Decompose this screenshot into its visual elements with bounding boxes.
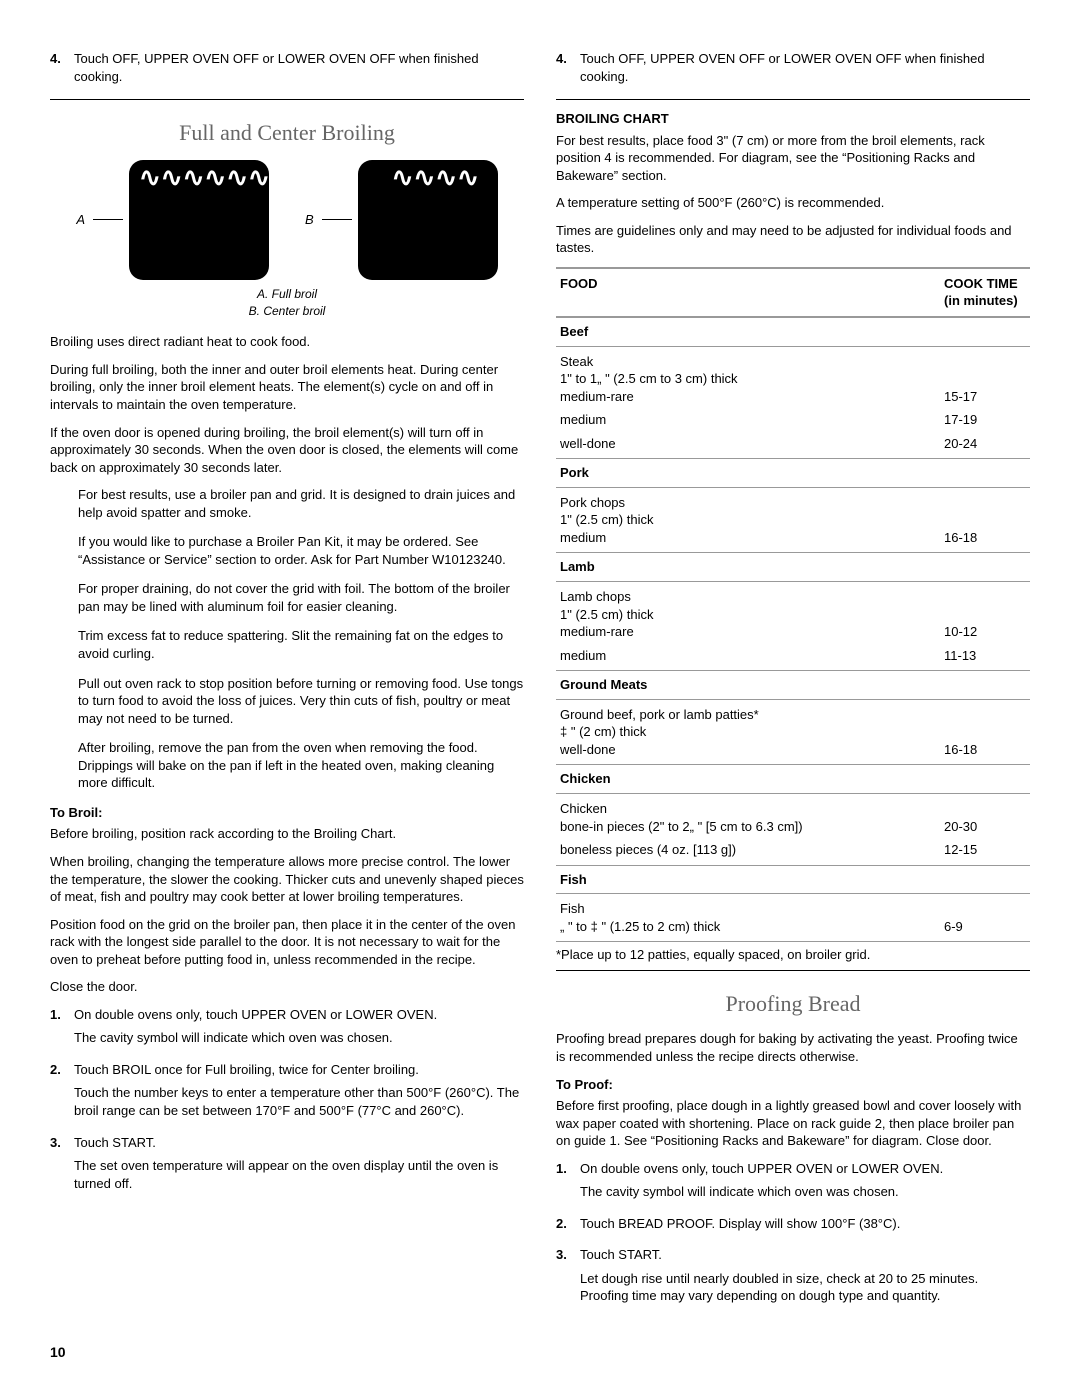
table-category: Fish	[556, 865, 1030, 894]
broil-diagram: A ∿∿∿∿∿∿∿ B ∿∿∿∿	[50, 160, 524, 280]
right-column: 4. Touch OFF, UPPER OVEN OFF or LOWER OV…	[556, 50, 1030, 1319]
divider	[50, 99, 524, 100]
table-cell-food: medium	[556, 647, 940, 671]
left-column: 4. Touch OFF, UPPER OVEN OFF or LOWER OV…	[50, 50, 524, 1319]
para: Close the door.	[50, 978, 524, 996]
para: Position food on the grid on the broiler…	[50, 916, 524, 969]
step-num: 1.	[556, 1160, 580, 1207]
divider	[556, 99, 1030, 100]
para: Before broiling, position rack according…	[50, 825, 524, 843]
step-text: The set oven temperature will appear on …	[74, 1157, 524, 1192]
tip-para: For proper draining, do not cover the gr…	[78, 580, 524, 615]
table-cell-time: 16-18	[940, 699, 1030, 765]
broiling-title: Full and Center Broiling	[50, 118, 524, 148]
table-cell-food: Steak1" to 1„ " (2.5 cm to 3 cm) thickme…	[556, 346, 940, 411]
table-category: Pork	[556, 459, 1030, 488]
table-cell-time: 20-24	[940, 435, 1030, 459]
proofing-title: Proofing Bread	[556, 989, 1030, 1019]
step-text: The cavity symbol will indicate which ov…	[74, 1029, 524, 1047]
table-cell-time: 6-9	[940, 894, 1030, 942]
broiling-chart-head: BROILING CHART	[556, 110, 1030, 128]
para: If the oven door is opened during broili…	[50, 424, 524, 477]
step-text: The cavity symbol will indicate which ov…	[580, 1183, 1030, 1201]
to-broil-head: To Broil:	[50, 804, 524, 822]
table-cell-food: boneless pieces (4 oz. [113 g])	[556, 841, 940, 865]
step-num: 4.	[50, 50, 74, 91]
tip-para: If you would like to purchase a Broiler …	[78, 533, 524, 568]
para: A temperature setting of 500°F (260°C) i…	[556, 194, 1030, 212]
step-num: 3.	[50, 1134, 74, 1199]
diagram-label-a: A	[76, 211, 85, 229]
table-cell-time: 16-18	[940, 487, 1030, 553]
para: Times are guidelines only and may need t…	[556, 222, 1030, 257]
tips-block: For best results, use a broiler pan and …	[50, 486, 524, 792]
step-item: 3.Touch START. Let dough rise until nearl…	[556, 1246, 1030, 1311]
th-food: FOOD	[556, 268, 940, 317]
table-category: Chicken	[556, 765, 1030, 794]
table-category: Lamb	[556, 553, 1030, 582]
table-cell-time: 17-19	[940, 411, 1030, 435]
table-cell-time: 20-30	[940, 793, 1030, 841]
para: During full broiling, both the inner and…	[50, 361, 524, 414]
right-top-step: 4. Touch OFF, UPPER OVEN OFF or LOWER OV…	[556, 50, 1030, 91]
step-item: 2.Touch BROIL once for Full broiling, tw…	[50, 1061, 524, 1126]
step-item: 3.Touch START. The set oven temperature w…	[50, 1134, 524, 1199]
step-text: Let dough rise until nearly doubled in s…	[580, 1270, 1030, 1305]
th-time: COOK TIME(in minutes)	[940, 268, 1030, 317]
step-num: 4.	[556, 50, 580, 91]
leader-line	[93, 219, 123, 220]
tip-para: After broiling, remove the pan from the …	[78, 739, 524, 792]
table-cell-time: 10-12	[940, 582, 1030, 647]
table-cell-time: 15-17	[940, 346, 1030, 411]
tip-para: For best results, use a broiler pan and …	[78, 486, 524, 521]
tip-para: Pull out oven rack to stop position befo…	[78, 675, 524, 728]
leader-line	[322, 219, 352, 220]
step-text: Touch START.	[74, 1134, 524, 1152]
step-text: Touch OFF, UPPER OVEN OFF or LOWER OVEN …	[580, 50, 1030, 85]
table-cell-time: 12-15	[940, 841, 1030, 865]
table-cell-time: 11-13	[940, 647, 1030, 671]
step-num: 1.	[50, 1006, 74, 1053]
para: Broiling uses direct radiant heat to coo…	[50, 333, 524, 351]
step-text: Touch BROIL once for Full broiling, twic…	[74, 1061, 524, 1079]
left-top-step: 4. Touch OFF, UPPER OVEN OFF or LOWER OV…	[50, 50, 524, 91]
table-cell-food: medium	[556, 411, 940, 435]
para: Before first proofing, place dough in a …	[556, 1097, 1030, 1150]
center-broil-icon: ∿∿∿∿	[358, 160, 498, 280]
page-number: 10	[50, 1343, 1030, 1362]
table-cell-food: Chickenbone-in pieces (2" to 2„ " [5 cm …	[556, 793, 940, 841]
step-item: 1.On double ovens only, touch UPPER OVEN…	[50, 1006, 524, 1053]
diagram-label-b: B	[305, 211, 314, 229]
table-category: Ground Meats	[556, 671, 1030, 700]
to-proof-head: To Proof:	[556, 1076, 1030, 1094]
table-cell-food: well-done	[556, 435, 940, 459]
full-broil-icon: ∿∿∿∿∿∿∿	[129, 160, 269, 280]
para: For best results, place food 3" (7 cm) o…	[556, 132, 1030, 185]
step-text: On double ovens only, touch UPPER OVEN o…	[74, 1006, 524, 1024]
para: Proofing bread prepares dough for baking…	[556, 1030, 1030, 1065]
to-broil-steps: 1.On double ovens only, touch UPPER OVEN…	[50, 1006, 524, 1198]
step-num: 2.	[556, 1215, 580, 1239]
table-cell-food: Fish„ " to ‡ " (1.25 to 2 cm) thick	[556, 894, 940, 942]
table-category: Beef	[556, 317, 1030, 346]
step-num: 2.	[50, 1061, 74, 1126]
para: When broiling, changing the temperature …	[50, 853, 524, 906]
broiling-chart-table: FOOD COOK TIME(in minutes) BeefSteak1" t…	[556, 267, 1030, 942]
step-text: Touch the number keys to enter a tempera…	[74, 1084, 524, 1119]
step-text: On double ovens only, touch UPPER OVEN o…	[580, 1160, 1030, 1178]
table-footnote: *Place up to 12 patties, equally spaced,…	[556, 946, 1030, 971]
step-text: Touch START.	[580, 1246, 1030, 1264]
step-item: 2.Touch BREAD PROOF. Display will show 1…	[556, 1215, 1030, 1239]
table-cell-food: Pork chops1" (2.5 cm) thickmedium	[556, 487, 940, 553]
step-num: 3.	[556, 1246, 580, 1311]
step-item: 1.On double ovens only, touch UPPER OVEN…	[556, 1160, 1030, 1207]
to-proof-steps: 1.On double ovens only, touch UPPER OVEN…	[556, 1160, 1030, 1311]
step-text: Touch BREAD PROOF. Display will show 100…	[580, 1215, 1030, 1233]
step-text: Touch OFF, UPPER OVEN OFF or LOWER OVEN …	[74, 50, 524, 85]
table-cell-food: Ground beef, pork or lamb patties*‡ " (2…	[556, 699, 940, 765]
tip-para: Trim excess fat to reduce spattering. Sl…	[78, 627, 524, 662]
table-cell-food: Lamb chops1" (2.5 cm) thickmedium-rare	[556, 582, 940, 647]
diagram-caption: A. Full broil B. Center broil	[50, 286, 524, 320]
